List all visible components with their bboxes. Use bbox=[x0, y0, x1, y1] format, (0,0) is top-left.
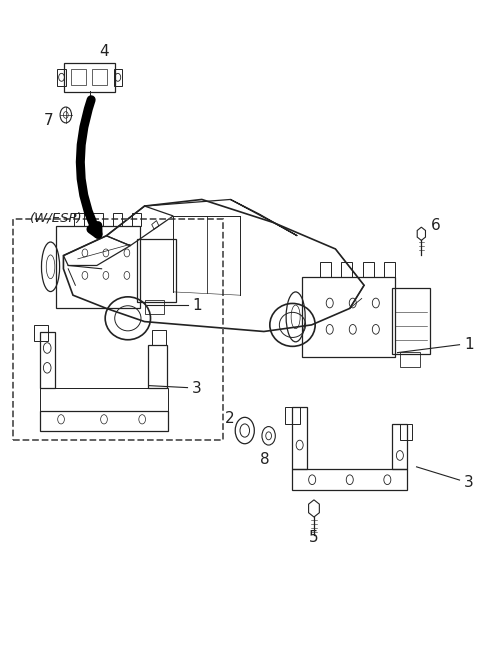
Bar bbox=[114, 69, 122, 86]
Bar bbox=[292, 469, 408, 490]
Bar bbox=[34, 325, 48, 341]
Bar bbox=[341, 262, 352, 277]
Text: 1: 1 bbox=[192, 298, 202, 312]
Bar bbox=[400, 352, 420, 367]
Bar bbox=[285, 407, 300, 424]
Bar bbox=[132, 213, 141, 226]
Bar bbox=[152, 330, 166, 345]
Bar bbox=[94, 213, 103, 226]
Bar bbox=[400, 424, 412, 440]
Text: 6: 6 bbox=[431, 218, 441, 233]
Bar bbox=[39, 332, 55, 388]
Bar bbox=[57, 69, 66, 86]
Bar bbox=[39, 388, 168, 410]
Text: 4: 4 bbox=[99, 44, 109, 60]
Bar bbox=[92, 70, 108, 86]
Text: (W/ESP): (W/ESP) bbox=[30, 211, 83, 225]
Bar bbox=[113, 213, 122, 226]
Text: 7: 7 bbox=[43, 113, 53, 128]
Bar bbox=[320, 262, 331, 277]
Text: 3: 3 bbox=[464, 475, 474, 489]
Text: 2: 2 bbox=[225, 411, 234, 426]
Bar bbox=[144, 300, 164, 314]
Bar bbox=[148, 345, 168, 388]
Bar bbox=[392, 424, 408, 469]
Bar bbox=[292, 407, 307, 469]
Bar bbox=[363, 262, 374, 277]
Bar bbox=[74, 213, 84, 226]
Bar bbox=[71, 70, 86, 86]
Text: 8: 8 bbox=[261, 452, 270, 467]
Bar bbox=[384, 262, 396, 277]
Text: 3: 3 bbox=[192, 381, 202, 396]
Text: 5: 5 bbox=[309, 530, 319, 544]
Bar bbox=[39, 410, 168, 430]
Text: 1: 1 bbox=[464, 337, 474, 352]
